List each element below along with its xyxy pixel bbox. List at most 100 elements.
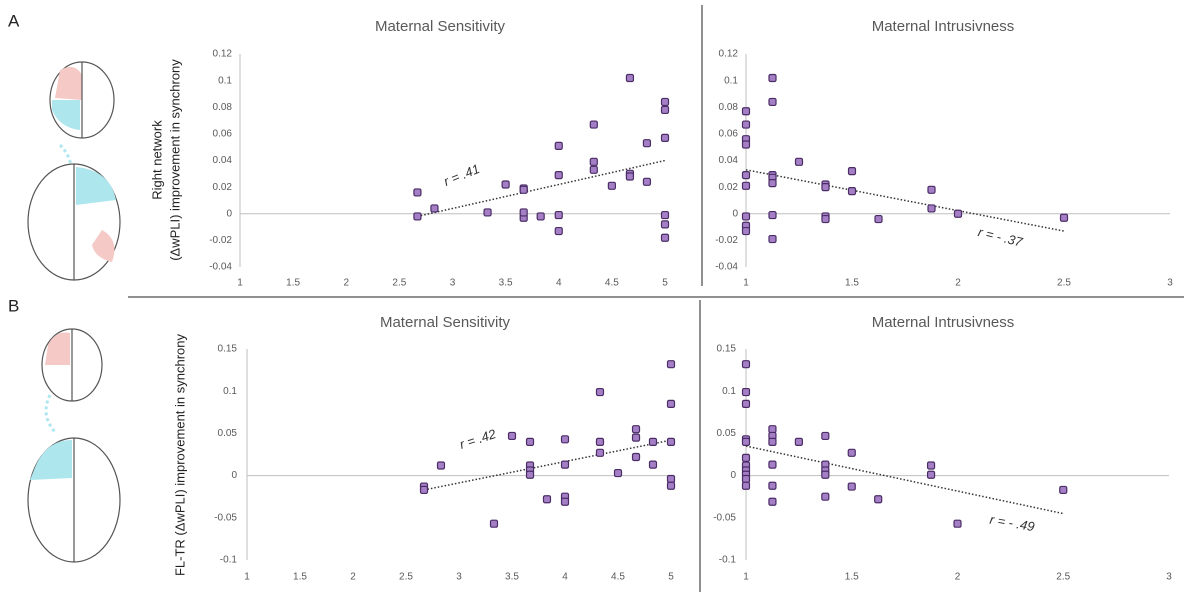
data-point xyxy=(596,438,603,445)
data-point xyxy=(769,461,776,468)
y-tick-label: 0.1 xyxy=(223,386,237,397)
data-point xyxy=(596,449,603,456)
y-axis-label: FL-TR (ΔwPLI) improvement in synchrony xyxy=(172,333,187,576)
y-tick-label: 0.06 xyxy=(719,129,739,140)
data-point xyxy=(849,168,856,175)
data-point xyxy=(743,361,750,368)
data-point xyxy=(822,493,829,500)
y-tick-label: 0.02 xyxy=(213,182,233,193)
data-point xyxy=(769,426,776,433)
data-point xyxy=(743,228,750,235)
data-point xyxy=(633,454,640,461)
x-tick-label: 1.5 xyxy=(286,278,300,289)
data-point xyxy=(590,166,597,173)
data-point xyxy=(928,205,935,212)
data-point xyxy=(662,234,669,241)
trendline xyxy=(746,446,1063,514)
data-point xyxy=(769,98,776,105)
y-tick-label: 0.1 xyxy=(722,386,736,397)
data-point xyxy=(743,475,750,482)
x-tick-label: 2.5 xyxy=(399,572,413,583)
data-point xyxy=(555,212,562,219)
data-point xyxy=(822,216,829,223)
data-point xyxy=(743,438,750,445)
data-point xyxy=(769,498,776,505)
panel-label: A xyxy=(8,11,20,30)
data-point xyxy=(796,158,803,165)
data-point xyxy=(928,186,935,193)
y-tick-label: -0.1 xyxy=(719,555,737,566)
data-point xyxy=(555,142,562,149)
brain-icons xyxy=(28,62,120,562)
data-point xyxy=(743,400,750,407)
data-point xyxy=(1060,486,1067,493)
data-point xyxy=(668,475,675,482)
x-tick-label: 2 xyxy=(955,572,961,583)
data-point xyxy=(769,482,776,489)
data-point xyxy=(795,438,802,445)
data-point xyxy=(928,471,935,478)
y-tick-label: 0 xyxy=(231,470,237,481)
y-tick-label: -0.05 xyxy=(713,512,736,523)
data-point xyxy=(875,216,882,223)
x-tick-label: 5 xyxy=(668,572,674,583)
data-point xyxy=(615,470,622,477)
data-point xyxy=(490,520,497,527)
data-point xyxy=(414,189,421,196)
x-tick-label: 3 xyxy=(1166,572,1172,583)
data-point xyxy=(875,496,882,503)
data-point xyxy=(520,186,527,193)
data-point xyxy=(743,108,750,115)
data-point xyxy=(520,209,527,216)
data-point xyxy=(649,438,656,445)
data-point xyxy=(769,180,776,187)
data-point xyxy=(848,449,855,456)
correlation-label: r = .42 xyxy=(458,426,499,452)
data-point xyxy=(743,182,750,189)
data-point xyxy=(743,482,750,489)
x-tick-label: 1 xyxy=(743,572,749,583)
data-point xyxy=(1061,214,1068,221)
y-tick-label: 0.12 xyxy=(719,49,739,60)
data-point xyxy=(928,462,935,469)
x-tick-label: 3.5 xyxy=(505,572,519,583)
x-tick-label: 1.5 xyxy=(293,572,307,583)
data-point xyxy=(509,432,516,439)
data-point xyxy=(590,158,597,165)
chart-title: Maternal Sensitivity xyxy=(375,18,506,35)
x-tick-label: 1.5 xyxy=(845,572,859,583)
data-point xyxy=(668,400,675,407)
data-point xyxy=(437,462,444,469)
y-tick-label: 0 xyxy=(730,470,736,481)
data-point xyxy=(662,106,669,113)
data-point xyxy=(769,236,776,243)
x-tick-label: 3 xyxy=(450,278,456,289)
data-point xyxy=(743,389,750,396)
data-point xyxy=(668,482,675,489)
data-point xyxy=(769,74,776,81)
data-point xyxy=(421,486,428,493)
y-tick-label: 0.08 xyxy=(213,102,233,113)
y-tick-label: 0.12 xyxy=(213,49,233,60)
x-tick-label: 4 xyxy=(556,278,562,289)
data-point xyxy=(848,483,855,490)
data-point xyxy=(743,213,750,220)
correlation-label: r = - .37 xyxy=(977,224,1025,250)
data-point xyxy=(643,140,650,147)
y-axis-label: Right network xyxy=(149,120,164,200)
x-tick-label: 1 xyxy=(743,278,749,289)
y-tick-label: 0.1 xyxy=(724,75,738,86)
panel-label: B xyxy=(8,296,19,315)
x-tick-label: 4.5 xyxy=(605,278,619,289)
data-point xyxy=(662,212,669,219)
data-point xyxy=(555,172,562,179)
data-point xyxy=(668,438,675,445)
data-point xyxy=(633,426,640,433)
x-tick-label: 2 xyxy=(955,278,961,289)
chart-title: Maternal Sensitivity xyxy=(380,314,511,331)
data-point xyxy=(543,496,550,503)
data-point xyxy=(414,213,421,220)
y-axis-label: (ΔwPLI) improvement in synchrony xyxy=(167,59,182,261)
x-tick-label: 3 xyxy=(1167,278,1173,289)
data-point xyxy=(590,121,597,128)
